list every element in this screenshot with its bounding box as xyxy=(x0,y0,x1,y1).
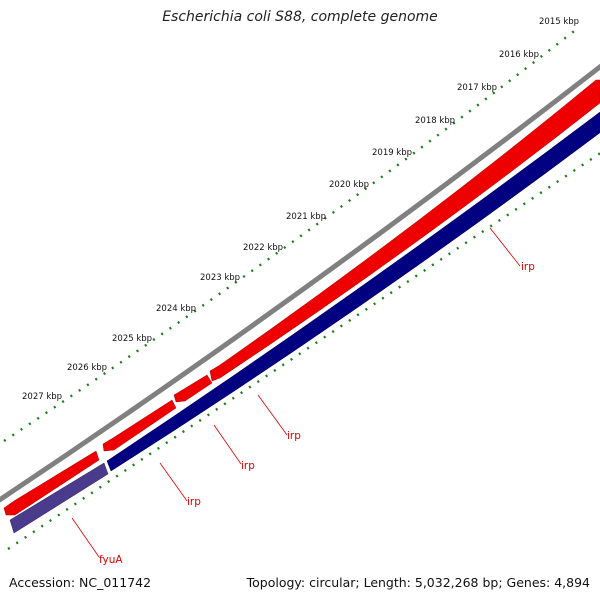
kbp-label: 2021 kbp xyxy=(286,212,326,222)
outer-tick-ring xyxy=(3,27,579,443)
kbp-label: 2019 kbp xyxy=(372,148,412,158)
fyuA-leader-line xyxy=(71,517,100,558)
kbp-label: 2022 kbp xyxy=(243,243,283,253)
gene-label-irp: irp xyxy=(241,460,255,472)
topology-text: Topology: circular; Length: 5,032,268 bp… xyxy=(246,575,590,590)
gene-label-fyuA: fyuA xyxy=(99,554,123,566)
kbp-label: 2024 kbp xyxy=(156,304,196,314)
forward-gene-arrow xyxy=(102,399,177,452)
forward-strand-track xyxy=(3,79,600,516)
forward-gene-arrow xyxy=(173,374,213,403)
irp-leader-line xyxy=(159,462,188,502)
kbp-label: 2018 kbp xyxy=(415,116,455,126)
irp-leader-line xyxy=(213,424,242,465)
accession-text: Accession: NC_011742 xyxy=(9,575,152,590)
genome-title: Escherichia coli S88, complete genome xyxy=(162,9,438,25)
kbp-label: 2016 kbp xyxy=(499,50,539,60)
fyuA-gene-bar xyxy=(9,462,109,534)
irp-leader-line xyxy=(489,227,521,267)
gene-label-irp: irp xyxy=(187,496,201,508)
genome-backbone xyxy=(0,63,600,503)
kbp-label: 2023 kbp xyxy=(200,273,240,283)
irp-leader-line xyxy=(257,394,288,436)
gene-labels: irp irp irp irp fyuA xyxy=(99,261,535,566)
kbp-label: 2025 kbp xyxy=(112,334,152,344)
kbp-label: 2015 kbp xyxy=(539,17,579,27)
reverse-strand-track xyxy=(9,111,600,534)
forward-gene-arrow xyxy=(209,79,600,382)
inner-tick-ring xyxy=(7,151,600,550)
gene-label-irp: irp xyxy=(521,261,535,273)
gene-label-irp: irp xyxy=(287,430,301,442)
forward-gene-arrow xyxy=(3,450,100,516)
kbp-label: 2017 kbp xyxy=(457,83,497,93)
kbp-label: 2027 kbp xyxy=(22,392,62,402)
kbp-labels: 2015 kbp 2016 kbp 2017 kbp 2018 kbp 2019… xyxy=(22,17,579,402)
kbp-label: 2020 kbp xyxy=(329,180,369,190)
reverse-gene-bar xyxy=(106,111,600,472)
kbp-label: 2026 kbp xyxy=(67,363,107,373)
